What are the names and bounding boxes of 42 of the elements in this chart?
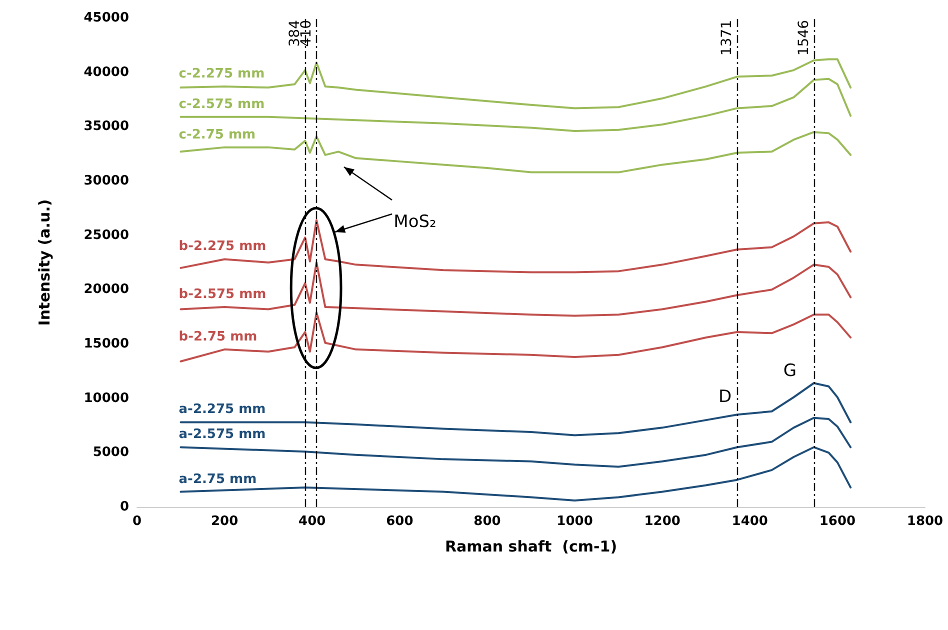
- x-tick-label: 0: [132, 514, 142, 529]
- y-axis-title: Intensity (a.u.): [36, 199, 54, 326]
- series-label: c-2.275 mm: [178, 66, 265, 82]
- series-label: b-2.75 mm: [178, 329, 258, 344]
- y-tick-label: 20000: [84, 282, 129, 298]
- y-tick-label: 35000: [84, 119, 129, 134]
- ref-line-label: 1546: [796, 20, 812, 56]
- series-label: c-2.75 mm: [178, 127, 256, 142]
- x-tick-label: 1400: [732, 514, 768, 529]
- x-tick-label: 600: [386, 514, 414, 529]
- annotation: D: [718, 387, 732, 407]
- line-series: [180, 262, 852, 317]
- series-label: a-2.575 mm: [178, 427, 266, 442]
- series-label: b-2.275 mm: [178, 239, 266, 254]
- y-tick-label: 15000: [84, 336, 129, 352]
- x-tick-label: 400: [298, 514, 326, 529]
- y-tick-label: 5000: [92, 445, 129, 460]
- y-tick-label: 40000: [84, 64, 129, 80]
- y-tick-label: 25000: [84, 228, 129, 243]
- line-series: [180, 58, 852, 110]
- line-series: [180, 446, 852, 502]
- line-series: [180, 311, 852, 362]
- x-tick-label: 1600: [819, 514, 856, 529]
- annotation: G: [783, 361, 797, 381]
- x-tick-label: 200: [210, 514, 238, 529]
- x-axis-title: Raman shaft (cm-1): [444, 538, 618, 556]
- y-tick-label: 10000: [84, 390, 129, 406]
- series-label: b-2.575 mm: [178, 287, 266, 302]
- annotation: MoS₂: [394, 212, 436, 232]
- x-tick-label: 1200: [644, 514, 680, 529]
- series-label: a-2.75 mm: [178, 472, 257, 487]
- line-series: [180, 382, 852, 436]
- y-tick-label: 45000: [84, 10, 129, 26]
- series-label: c-2.575 mm: [178, 96, 265, 112]
- y-tick-label: 30000: [84, 174, 129, 188]
- ref-line-label: 1371: [719, 20, 736, 56]
- y-tick-label: 0: [120, 500, 129, 514]
- series-label: a-2.275 mm: [178, 402, 266, 418]
- x-tick-label: 1800: [906, 514, 944, 529]
- x-tick-label: 800: [474, 514, 501, 529]
- line-series: [180, 416, 852, 468]
- x-tick-label: 1000: [556, 514, 593, 529]
